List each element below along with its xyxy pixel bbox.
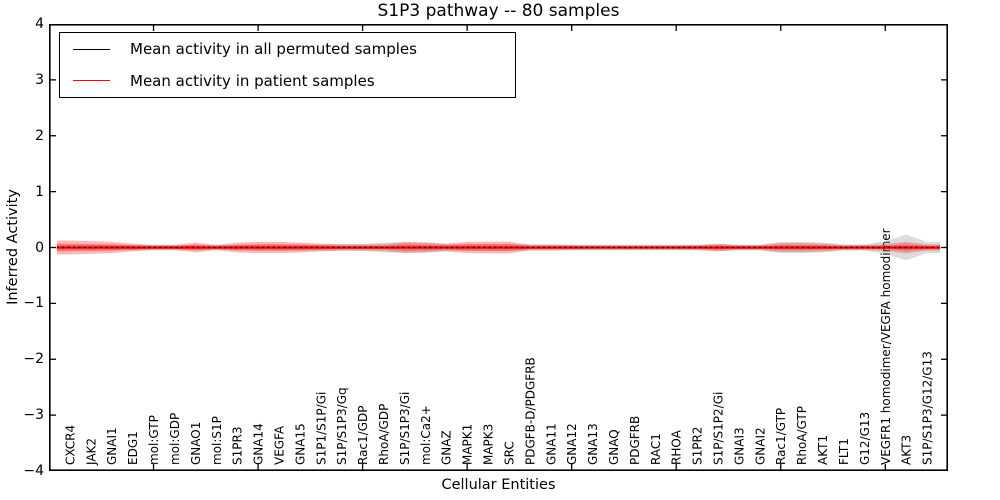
entity-label: FLT1 (837, 438, 851, 465)
entity-label: S1P/S1P3/G12/G13 (921, 351, 935, 465)
entity-label: AKT3 (900, 435, 914, 465)
entity-label: CXCR4 (63, 425, 77, 465)
entity-label: RAC1 (649, 433, 663, 465)
y-tick-label: 4 (35, 16, 44, 32)
entity-label: S1PR2 (691, 427, 705, 465)
entity-label: GNA13 (586, 423, 600, 465)
y-tick-label: 0 (35, 239, 44, 256)
entity-label: S1P/S1P3/Gq (335, 387, 349, 465)
entity-label: GNAZ (440, 430, 454, 465)
entity-label: GNAO1 (189, 422, 203, 465)
x-axis-label: Cellular Entities (441, 477, 556, 493)
plot-area: CXCR4 JAK2 GNAI1 EDG1 mol:GTP mol:GDP GNAO1 mol… (49, 24, 948, 471)
entity-label: S1PR3 (231, 427, 245, 465)
entity-label: SRC (503, 441, 517, 465)
y-tick-label: 2 (35, 127, 44, 144)
entity-label: S1P1/S1P/Gi (314, 392, 328, 465)
entity-label: S1P/S1P2/Gi (712, 392, 726, 465)
entity-label: GNAQ (607, 429, 621, 465)
y-tick-label: 1 (35, 183, 44, 200)
entity-label: G12/G13 (858, 412, 872, 465)
entity-label: GNA15 (293, 423, 307, 465)
entity-label: S1P/S1P3/Gi (398, 392, 412, 465)
y-tick-label: −1 (23, 295, 44, 312)
patient-line-swatch (73, 80, 110, 82)
entity-label: MAPK3 (482, 424, 496, 465)
entity-label: GNA11 (544, 423, 558, 465)
entity-label: GNA12 (565, 423, 579, 465)
entity-label: GNAI3 (732, 427, 746, 465)
entity-label: PDGFRB (628, 416, 642, 465)
plot-title: S1P3 pathway -- 80 samples (377, 1, 620, 21)
entity-label: Rac1/GTP (774, 408, 788, 465)
entity-label: RhoA/GTP (795, 406, 809, 465)
entity-label: RhoA/GDP (377, 404, 391, 465)
entity-label: mol:Ca2+ (419, 405, 433, 465)
permuted-line-swatch (73, 48, 110, 50)
entity-label: VEGFR1 homodimer/VEGFA homodimer (879, 228, 893, 465)
legend-label-permuted: Mean activity in all permuted samples (130, 40, 417, 59)
y-tick-label: 3 (35, 71, 44, 88)
legend-label-patient: Mean activity in patient samples (130, 71, 375, 90)
y-tick-label: −4 (23, 463, 44, 479)
legend-entry-permuted: Mean activity in all permuted samples (60, 34, 515, 65)
entity-label: GNAI2 (753, 427, 767, 465)
entity-label: mol:S1P (210, 416, 224, 465)
y-tick-label: −2 (23, 351, 44, 368)
entity-label: AKT1 (816, 435, 830, 465)
axes-frame (49, 24, 948, 471)
y-tick-label: −3 (23, 407, 44, 424)
entity-label: MAPK1 (461, 424, 475, 465)
entity-label: mol:GTP (147, 415, 161, 465)
legend: Mean activity in all permuted samples Me… (59, 32, 516, 98)
entity-label: PDGFB-D/PDGFRB (523, 357, 537, 465)
entity-label: Rac1/GDP (356, 406, 370, 465)
entity-label: EDG1 (126, 431, 140, 465)
legend-entry-patient: Mean activity in patient samples (60, 65, 515, 96)
plot-canvas: CXCR4 JAK2 GNAI1 EDG1 mol:GTP mol:GDP GNAO1 mol… (49, 24, 948, 471)
entity-label: GNA14 (252, 423, 266, 465)
entity-label: RHOA (670, 429, 684, 465)
entity-label: mol:GDP (168, 413, 182, 465)
entity-label: JAK2 (84, 438, 98, 466)
entity-label: GNAI1 (105, 427, 119, 465)
entity-label: VEGFA (273, 425, 287, 465)
